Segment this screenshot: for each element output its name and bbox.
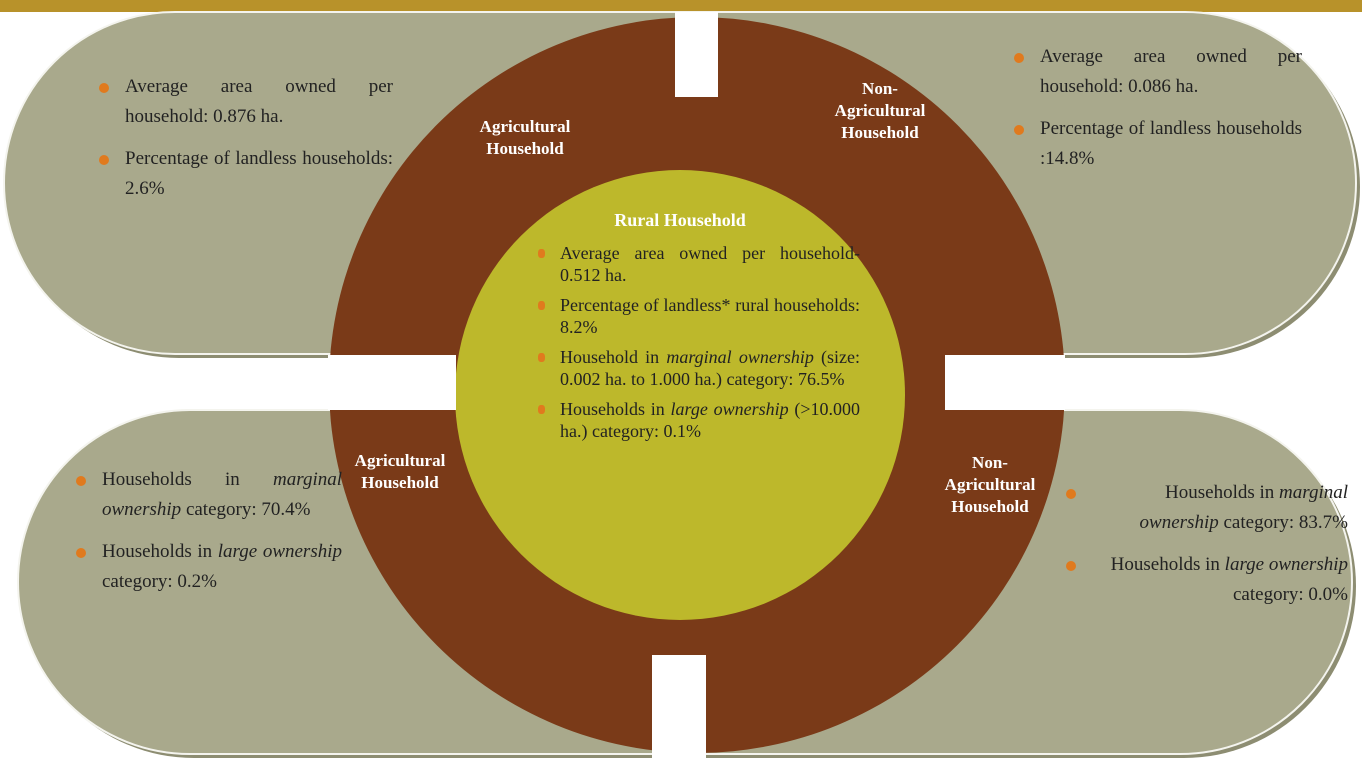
panel-text: Average area owned per household: 0.876 … (99, 72, 393, 216)
ring-label: Agricultural Household (354, 451, 446, 492)
panel-text: Households in marginal ownership categor… (76, 465, 342, 609)
text-segment: category: 0.0% (1232, 584, 1348, 605)
text-segment: Percentage of landless households: 2.6% (125, 148, 393, 199)
text-segment: (size: 0.002 ha. to 1.000 ha.) category:… (560, 347, 861, 389)
text-segment: Percentage of landless* rural households… (560, 295, 860, 337)
gap (675, 12, 718, 97)
text-segment: Households in (102, 541, 218, 562)
top-bar (0, 0, 1362, 12)
bullet: Average area owned per household: 0.086 … (1014, 42, 1302, 102)
gap (945, 355, 1065, 410)
text-segment: category: 0.2% (102, 571, 218, 592)
ring-label: Non-Agricultural Household (944, 453, 1036, 516)
bullet: Households in large ownership category: … (76, 537, 342, 597)
bullet: Percentage of landless households :14.8% (1014, 114, 1302, 174)
text-segment: Average area owned per household- 0.512 … (560, 243, 860, 285)
bullet: Households in large ownership (>10.000 h… (538, 398, 860, 442)
inner-circle (455, 170, 905, 620)
text-segment: marginal ownership (102, 469, 342, 520)
text-segment: marginal ownership (666, 347, 814, 367)
ring-label: Non-Agricultural Household (834, 79, 926, 142)
text-segment: large ownership (670, 399, 789, 419)
text-segment: Households in (1165, 482, 1280, 503)
bullet: Households in large ownership category: … (1066, 550, 1348, 610)
text-segment: category: 70.4% (181, 499, 311, 520)
bullet: Percentage of landless* rural households… (538, 294, 860, 338)
text-segment: Percentage of landless households :14.8% (1040, 118, 1302, 169)
gap (652, 655, 706, 762)
bullet: Average area owned per household: 0.876 … (99, 72, 393, 132)
bullet: Households in marginal ownership categor… (76, 465, 342, 525)
ring-label: Agricultural Household (479, 117, 571, 158)
text-segment: Average area owned per household: 0.086 … (1040, 46, 1302, 97)
bullet: Percentage of landless households: 2.6% (99, 144, 393, 204)
text-segment: marginal ownership (1139, 482, 1348, 533)
panel-text: Households in marginal ownership categor… (1066, 478, 1348, 622)
text-segment: (>10.000 ha.) category: 0.1% (560, 399, 860, 441)
panel-text: Average area owned per household: 0.086 … (1014, 42, 1302, 186)
text-segment: category: 83.7% (1218, 512, 1348, 533)
text-segment: Household in (560, 347, 667, 367)
center-title: Rural Household (614, 210, 746, 230)
text-segment: large ownership (1224, 554, 1348, 575)
bullet: Average area owned per household- 0.512 … (538, 242, 860, 286)
bullet: Households in marginal ownership categor… (1066, 478, 1348, 538)
bullet: Household in marginal ownership (size: 0… (538, 346, 861, 390)
gap (328, 355, 456, 410)
text-segment: Households in (102, 469, 274, 490)
text-segment: Average area owned per household: 0.876 … (125, 76, 393, 127)
text-segment: large ownership (217, 541, 342, 562)
text-segment: Households in (560, 399, 671, 419)
text-segment: Households in (1110, 554, 1225, 575)
center-text: Average area owned per household- 0.512 … (538, 242, 861, 450)
